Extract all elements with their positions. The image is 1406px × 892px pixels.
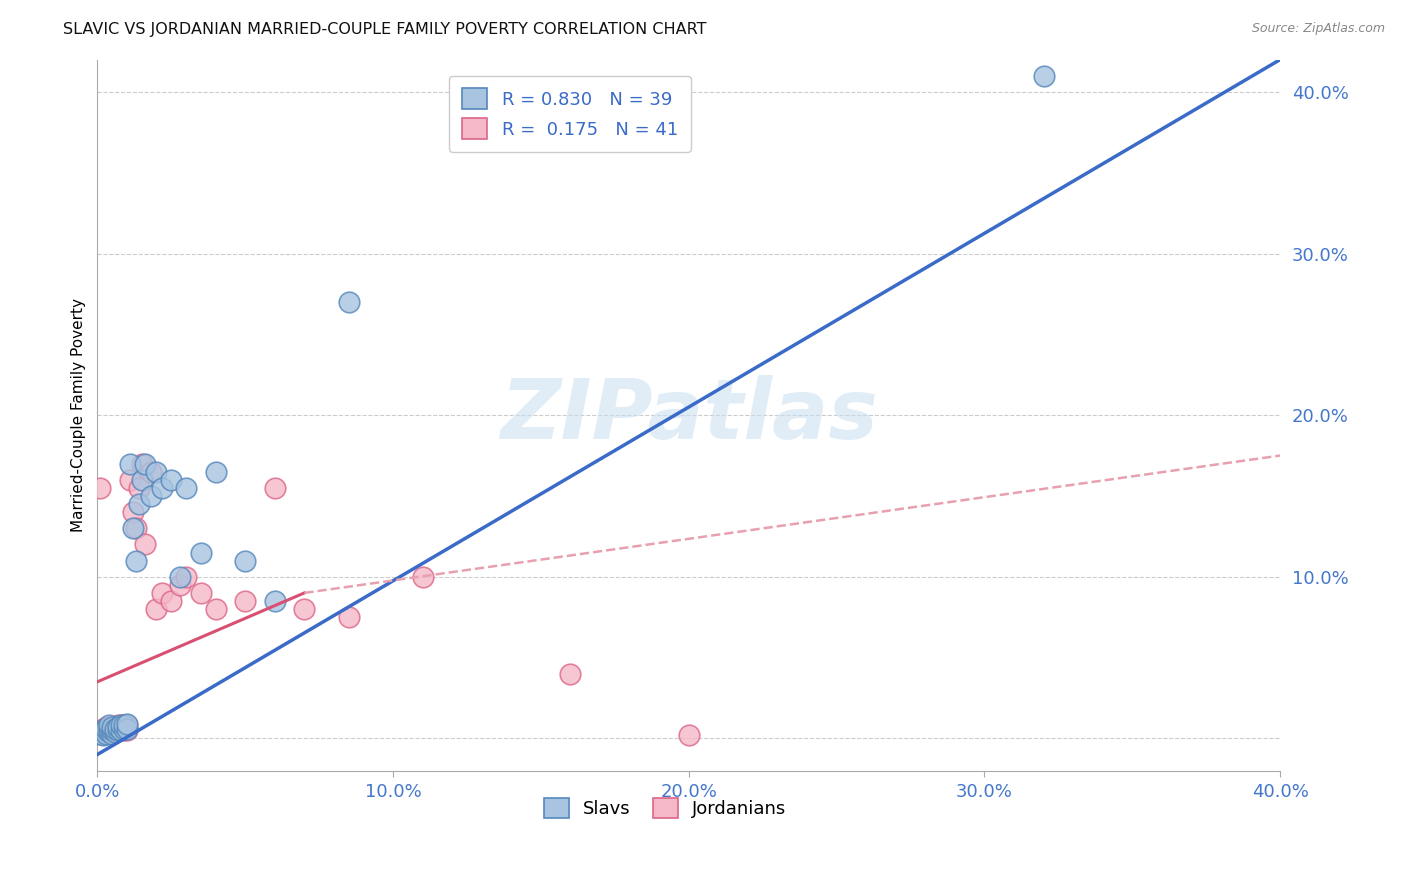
Point [152,586,174,600]
Point [412,570,434,584]
Point [337,610,360,624]
Point [174,570,197,584]
Point [101,720,124,734]
Point [263,481,285,495]
Point [115,722,138,736]
Point [107,720,129,734]
Point [112,722,135,736]
Point [128,497,150,511]
Text: ZIPatlas: ZIPatlas [499,375,877,456]
Point [131,457,153,471]
Point [96,720,118,734]
Point [110,723,132,738]
Point [104,720,127,734]
Point [104,725,127,739]
Point [96,726,118,740]
Point [204,465,226,479]
Point [101,725,124,739]
Point [110,718,132,732]
Point [145,465,167,479]
Point [139,465,162,479]
Point [169,570,191,584]
Point [101,723,124,738]
Point [96,722,118,736]
Point [91,728,114,742]
Point [101,726,124,740]
Point [152,481,174,495]
Point [118,457,141,471]
Point [91,726,114,740]
Point [121,505,143,519]
Point [91,723,114,738]
Point [89,726,111,740]
Point [292,602,315,616]
Point [131,473,153,487]
Point [107,723,129,738]
Point [337,295,360,310]
Point [98,720,121,734]
Point [89,481,111,495]
Text: Source: ZipAtlas.com: Source: ZipAtlas.com [1251,22,1385,36]
Point [190,545,212,559]
Point [125,553,148,567]
Point [169,578,191,592]
Point [678,728,700,742]
Point [1032,69,1054,83]
Point [98,725,121,739]
Point [115,716,138,731]
Point [98,718,121,732]
Point [145,602,167,616]
Point [98,725,121,739]
Point [115,718,138,732]
Point [110,723,132,738]
Point [96,725,118,739]
Point [104,725,127,739]
Text: SLAVIC VS JORDANIAN MARRIED-COUPLE FAMILY POVERTY CORRELATION CHART: SLAVIC VS JORDANIAN MARRIED-COUPLE FAMIL… [63,22,707,37]
Point [115,723,138,738]
Point [134,537,156,551]
Point [118,473,141,487]
Point [104,722,127,736]
Point [112,718,135,732]
Point [110,718,132,732]
Point [174,481,197,495]
Legend: Slavs, Jordanians: Slavs, Jordanians [536,790,794,826]
Point [233,553,256,567]
Point [263,594,285,608]
Point [139,489,162,503]
Point [107,718,129,732]
Point [128,481,150,495]
Point [91,722,114,736]
Point [160,594,183,608]
Point [190,586,212,600]
Point [233,594,256,608]
Point [112,718,135,732]
Point [101,720,124,734]
Point [125,521,148,535]
Point [160,473,183,487]
Y-axis label: Married-Couple Family Poverty: Married-Couple Family Poverty [72,298,86,533]
Point [98,722,121,736]
Point [121,521,143,535]
Point [112,723,135,738]
Point [134,457,156,471]
Point [560,666,582,681]
Point [107,723,129,738]
Point [89,725,111,739]
Point [204,602,226,616]
